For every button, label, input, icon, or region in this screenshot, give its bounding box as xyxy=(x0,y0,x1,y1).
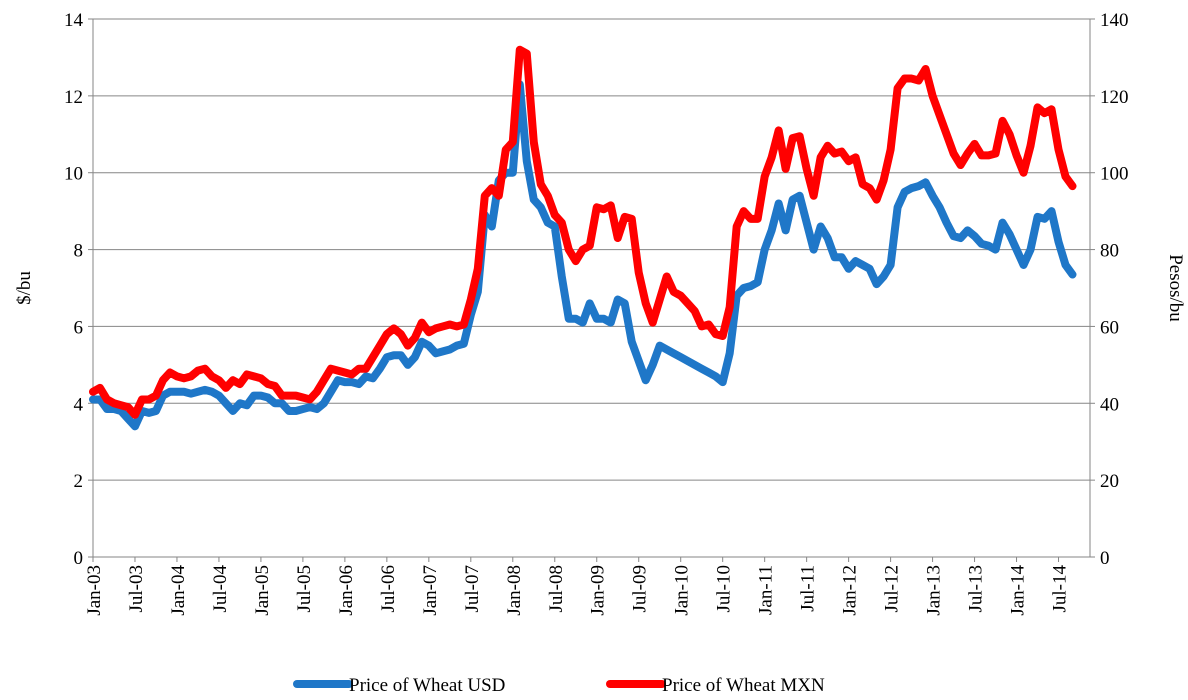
y-tick-label: 6 xyxy=(74,317,84,338)
x-tick-label: Jul-08 xyxy=(546,565,567,613)
x-tick-label: Jul-07 xyxy=(462,565,483,613)
x-tick-label: Jan-07 xyxy=(420,565,441,616)
y2-tick-label: 60 xyxy=(1100,317,1119,338)
y-tick-label: 14 xyxy=(64,10,84,31)
x-tick-label: Jan-11 xyxy=(756,565,777,615)
x-tick-label: Jan-08 xyxy=(504,565,525,616)
x-tick-label: Jul-04 xyxy=(210,565,231,613)
series-line xyxy=(89,45,1077,419)
x-tick-label: Jul-09 xyxy=(630,565,651,613)
y2-axis-title: Pesos/bu xyxy=(1165,254,1186,322)
y-axis-title: $/bu xyxy=(14,271,35,305)
legend-label: Price of Wheat USD xyxy=(349,675,505,696)
x-tick-label: Jan-12 xyxy=(840,565,861,616)
y2-tick-label: 120 xyxy=(1100,87,1129,108)
x-tick-label: Jul-14 xyxy=(1050,565,1071,613)
y2-tick-label: 20 xyxy=(1100,471,1119,492)
y2-tick-label: 80 xyxy=(1100,241,1119,262)
y-tick-label: 10 xyxy=(64,164,83,185)
y-tick-label: 0 xyxy=(74,548,84,569)
y-tick-label: 8 xyxy=(74,241,84,262)
x-tick-label: Jul-06 xyxy=(378,565,399,613)
y2-tick-label: 0 xyxy=(1100,548,1110,569)
x-tick-label: Jul-12 xyxy=(882,565,903,613)
x-tick-label: Jan-10 xyxy=(672,565,693,616)
x-tick-label: Jan-04 xyxy=(168,565,189,616)
series-line xyxy=(89,80,1077,431)
y2-tick-label: 140 xyxy=(1100,10,1129,31)
legend-label: Price of Wheat MXN xyxy=(662,675,825,696)
y-tick-label: 4 xyxy=(74,394,84,415)
x-tick-label: Jul-13 xyxy=(966,565,987,613)
x-tick-label: Jan-03 xyxy=(84,565,105,616)
x-tick-label: Jan-05 xyxy=(252,565,273,616)
x-tick-label: Jul-05 xyxy=(294,565,315,613)
x-tick-label: Jan-13 xyxy=(924,565,945,616)
y-tick-label: 12 xyxy=(64,87,83,108)
x-tick-label: Jul-10 xyxy=(714,565,735,613)
x-tick-label: Jul-11 xyxy=(798,565,819,612)
y2-tick-label: 100 xyxy=(1100,164,1129,185)
x-tick-label: Jan-09 xyxy=(588,565,609,616)
x-tick-label: Jan-14 xyxy=(1008,565,1029,616)
y-tick-label: 2 xyxy=(74,471,84,492)
y2-tick-label: 40 xyxy=(1100,394,1119,415)
x-tick-label: Jan-06 xyxy=(336,565,357,616)
x-tick-label: Jul-03 xyxy=(126,565,147,613)
